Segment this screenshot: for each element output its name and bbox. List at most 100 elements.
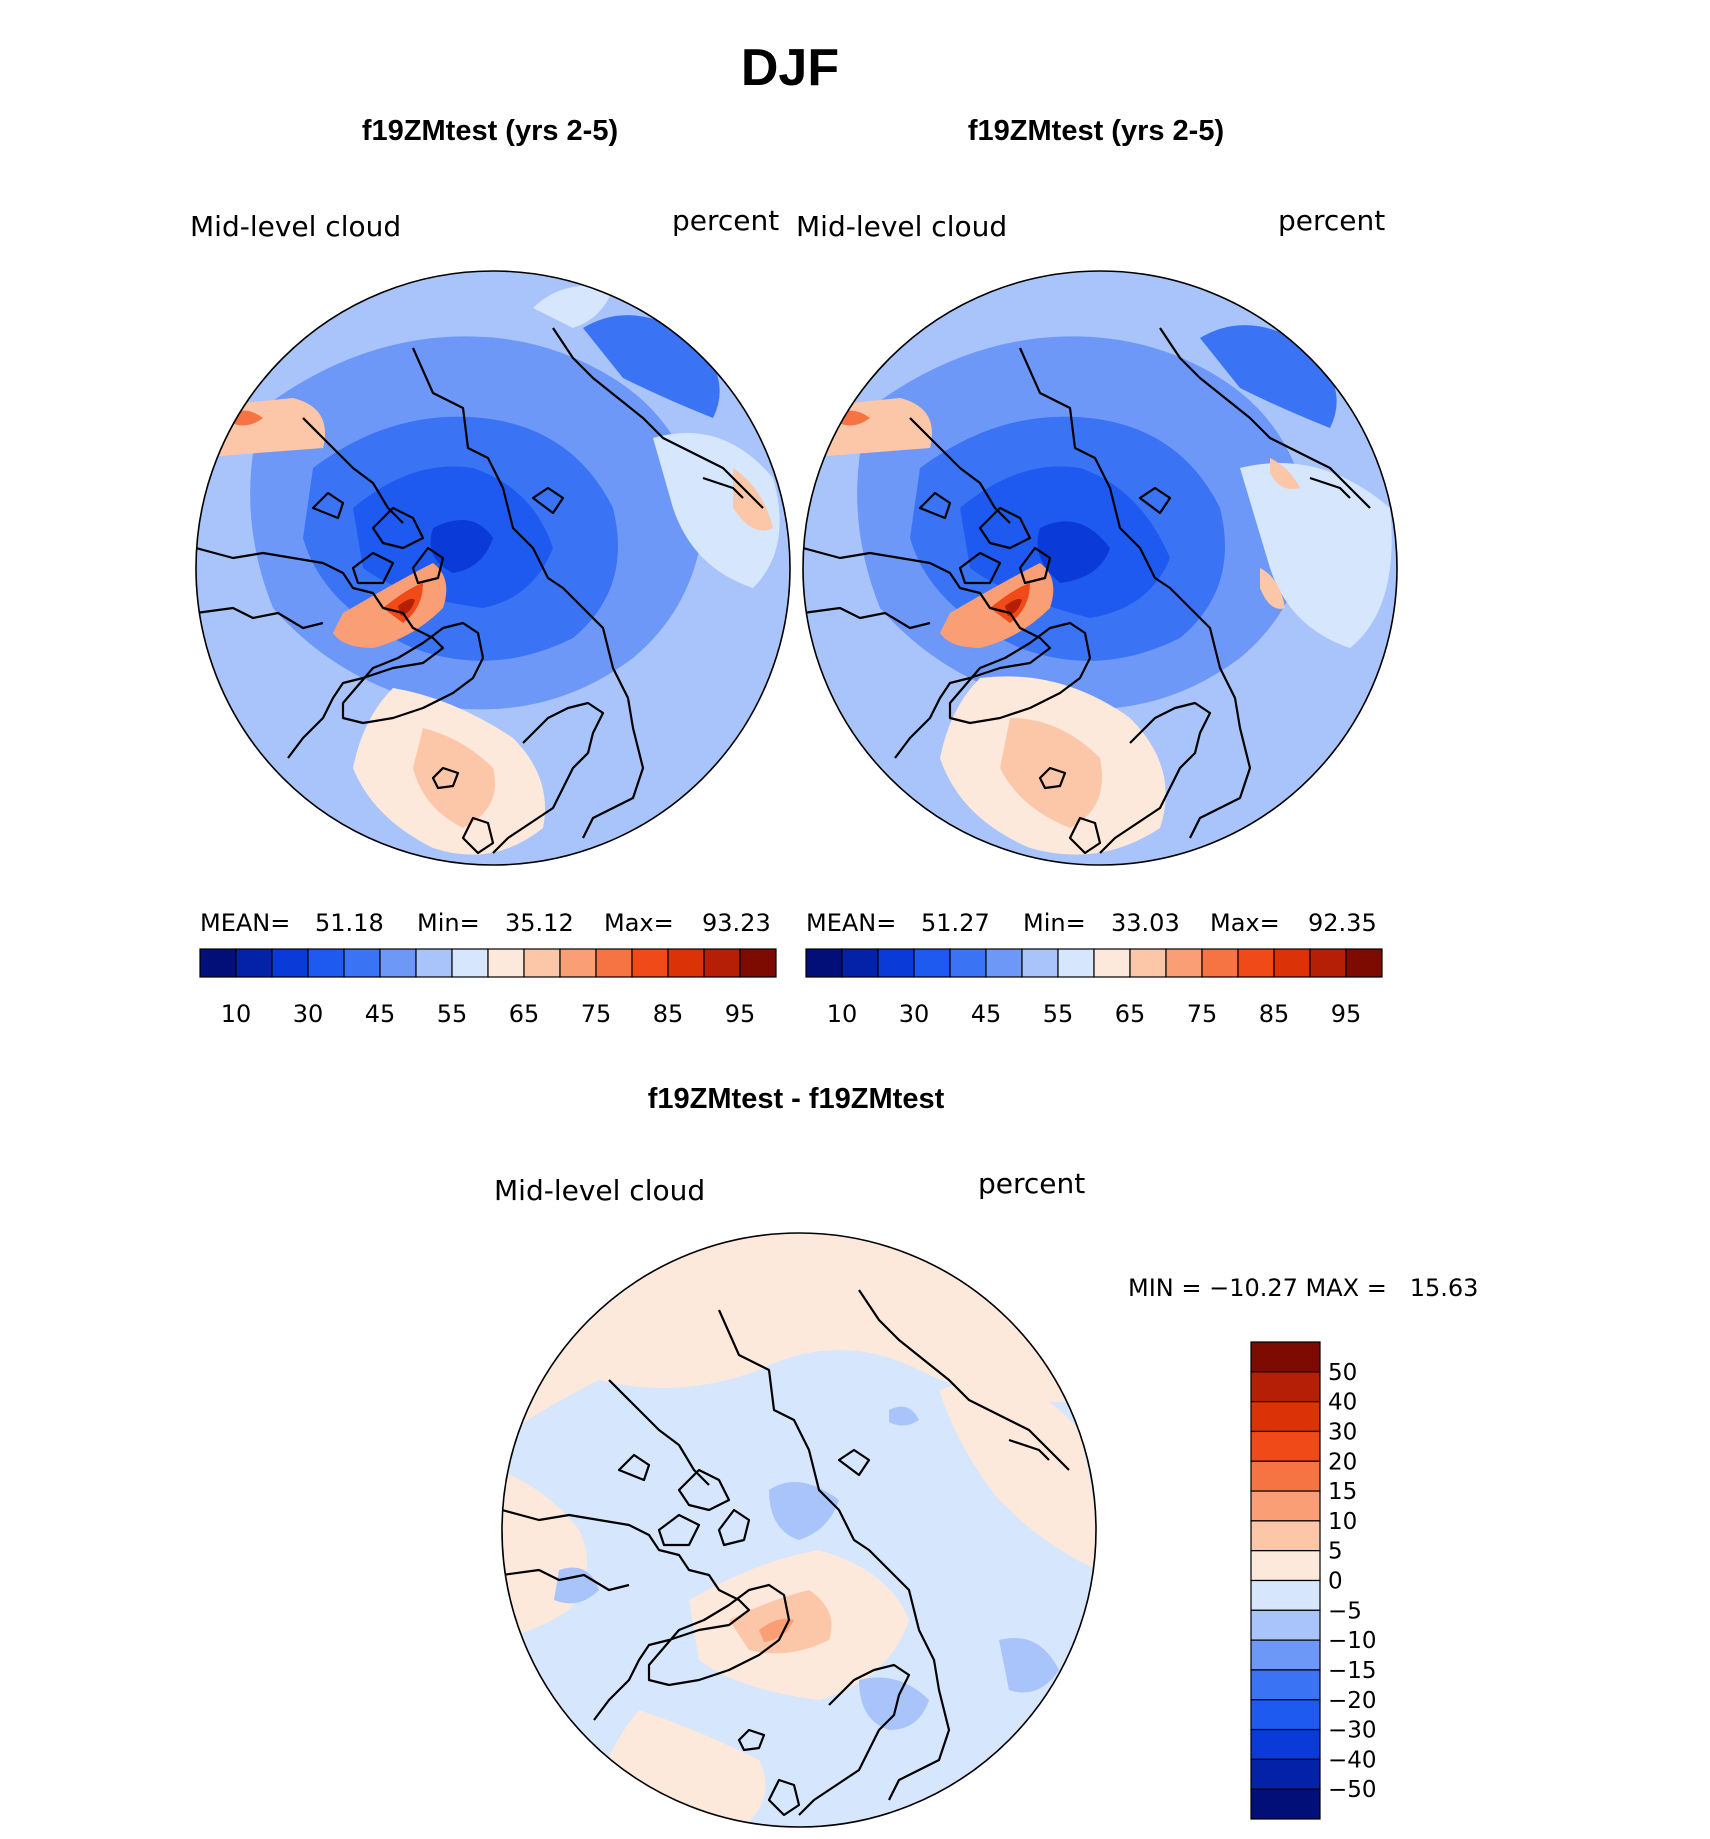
colorbar-tick-label: −15 [1328, 1658, 1377, 1684]
panel-difference: f19ZMtest - f19ZMtest Mid-level cloud pe… [494, 1083, 1478, 1828]
colorbar-tick-label: 55 [1043, 1000, 1074, 1028]
map-right [803, 271, 1397, 865]
colorbar-left: 10 30 45 55 65 75 85 95 [199, 948, 777, 1028]
colorbar-cell [1201, 948, 1239, 978]
colorbar-cell [1250, 1579, 1321, 1611]
map-difference [502, 1233, 1096, 1827]
stat-mean-value: 51.27 [921, 909, 990, 937]
stat-mean-label: MEAN= [806, 909, 896, 937]
colorbar-tick-label: 30 [1328, 1419, 1357, 1445]
colorbar-cell [1250, 1699, 1321, 1731]
colorbar-tick-label: 75 [1187, 1000, 1218, 1028]
colorbar-cell [1250, 1490, 1321, 1522]
colorbar-tick-label: −30 [1328, 1718, 1377, 1744]
colorbar-cell [1250, 1788, 1321, 1820]
colorbar-cell [805, 948, 843, 978]
colorbar-cell [703, 948, 741, 978]
colorbar-cell [343, 948, 381, 978]
colorbar-cell [487, 948, 525, 978]
colorbar-cell [1165, 948, 1203, 978]
colorbar-tick-label: 45 [365, 1000, 396, 1028]
colorbar-tick-label: 30 [899, 1000, 930, 1028]
colorbar-cell [415, 948, 453, 978]
colorbar-cell [379, 948, 417, 978]
colorbar-tick-label: 40 [1328, 1390, 1357, 1416]
colorbar-cell [307, 948, 345, 978]
units-label: percent [672, 204, 779, 237]
colorbar-tick-label: 65 [1115, 1000, 1146, 1028]
variable-label: Mid-level cloud [796, 210, 1007, 243]
colorbar-cell [199, 948, 237, 978]
colorbar-right: 10 30 45 55 65 75 85 95 [805, 948, 1383, 1028]
panel-title: f19ZMtest (yrs 2-5) [362, 115, 618, 147]
colorbar-tick-label: −5 [1328, 1598, 1362, 1624]
colorbar-tick-label: 30 [293, 1000, 324, 1028]
colorbar-cell [1250, 1758, 1321, 1790]
colorbar-cell [1345, 948, 1383, 978]
colorbar-cell [949, 948, 987, 978]
colorbar-tick-label: 65 [509, 1000, 540, 1028]
colorbar-tick-label: −50 [1328, 1777, 1377, 1803]
panel-right: f19ZMtest (yrs 2-5) Mid-level cloud perc… [796, 115, 1398, 1028]
stat-min-value: 33.03 [1111, 909, 1180, 937]
colorbar-cell [1250, 1430, 1321, 1462]
stat-max-value: 92.35 [1308, 909, 1377, 937]
colorbar-cell [631, 948, 669, 978]
colorbar-cell [1021, 948, 1059, 978]
colorbar-tick-label: 15 [1328, 1479, 1357, 1505]
stat-max-label: Max= [604, 909, 674, 937]
colorbar-cell [1250, 1520, 1321, 1552]
colorbar-tick-label: −10 [1328, 1628, 1377, 1654]
minmax-label: MIN = −10.27 MAX = 15.63 [1128, 1274, 1478, 1302]
stat-mean-value: 51.18 [315, 909, 384, 937]
colorbar-tick-label: 85 [1259, 1000, 1290, 1028]
colorbar-cell [1309, 948, 1347, 978]
colorbar-tick-label: 45 [971, 1000, 1002, 1028]
figure-title: DJF [741, 39, 839, 97]
colorbar-tick-label: 5 [1328, 1539, 1343, 1565]
colorbar-cell [1250, 1609, 1321, 1641]
colorbar-tick-label: 0 [1328, 1569, 1343, 1595]
map-left [196, 271, 790, 865]
colorbar-tick-label: 20 [1328, 1449, 1357, 1475]
colorbar-cell [913, 948, 951, 978]
colorbar-cell [271, 948, 309, 978]
stat-min-label: Min= [1023, 909, 1086, 937]
colorbar-cell [985, 948, 1023, 978]
colorbar-tick-label: 95 [1331, 1000, 1362, 1028]
colorbar-cell [235, 948, 273, 978]
colorbar-cell [1273, 948, 1311, 978]
units-label: percent [1278, 204, 1385, 237]
colorbar-cell [1250, 1728, 1321, 1760]
colorbar-cell [595, 948, 633, 978]
stat-mean-label: MEAN= [200, 909, 290, 937]
colorbar-cell [667, 948, 705, 978]
colorbar-cell [1129, 948, 1167, 978]
colorbar-tick-label: 85 [653, 1000, 684, 1028]
colorbar-cell [451, 948, 489, 978]
panel-left: f19ZMtest (yrs 2-5) Mid-level cloud perc… [190, 115, 791, 1028]
stat-max-value: 93.23 [702, 909, 771, 937]
stat-min-label: Min= [417, 909, 480, 937]
panel-title: f19ZMtest (yrs 2-5) [968, 115, 1224, 147]
units-label: percent [978, 1167, 1085, 1200]
colorbar-cell [739, 948, 777, 978]
colorbar-cell [1250, 1371, 1321, 1403]
colorbar-tick-label: 10 [827, 1000, 858, 1028]
colorbar-tick-label: 75 [581, 1000, 612, 1028]
colorbar-cell [877, 948, 915, 978]
variable-label: Mid-level cloud [190, 210, 401, 243]
colorbar-cell [559, 948, 597, 978]
colorbar-cell [1237, 948, 1275, 978]
colorbar-tick-label: 55 [437, 1000, 468, 1028]
variable-label: Mid-level cloud [494, 1174, 705, 1207]
colorbar-cell [1057, 948, 1095, 978]
colorbar-tick-label: 10 [1328, 1509, 1357, 1535]
colorbar-tick-label: 50 [1328, 1360, 1357, 1386]
colorbar-cell [1250, 1669, 1321, 1701]
stat-max-label: Max= [1210, 909, 1280, 937]
colorbar-cell [1250, 1639, 1321, 1671]
colorbar-cell [1250, 1341, 1321, 1373]
colorbar-cell [1093, 948, 1131, 978]
